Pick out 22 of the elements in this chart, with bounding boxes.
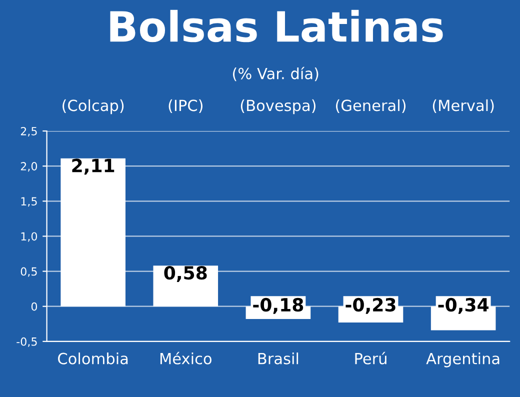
chart-subtitle: (% Var. día): [233, 66, 318, 82]
text: (Merval): [432, 99, 494, 114]
text: (Bovespa): [240, 99, 316, 114]
x-tick-label: México: [160, 352, 212, 364]
y-tick-label: 0: [31, 302, 38, 311]
x-tick-label: Colombia: [58, 352, 128, 364]
y-tick-label: 1,0: [21, 232, 38, 242]
text: (IPC): [168, 99, 202, 114]
y-tick-label: 0,5: [20, 267, 37, 277]
y-tick-label: 2,0: [20, 162, 38, 172]
x-tick-label: Argentina: [426, 352, 500, 368]
data-label: -0,34: [438, 298, 489, 314]
y-tick-label: -0,5: [16, 337, 37, 347]
chart-title: Bolsas Latinas: [110, 10, 443, 42]
y-tick-label: 1,5: [21, 197, 37, 207]
data-label: 0,58: [164, 266, 207, 282]
text: (General): [336, 99, 406, 114]
x-tick-label: Perú: [355, 352, 386, 364]
y-tick-label: 2,5: [20, 126, 37, 137]
text: (Colcap): [62, 99, 124, 114]
x-tick-label: Brasil: [258, 352, 298, 364]
data-label: 2,11: [72, 158, 114, 175]
